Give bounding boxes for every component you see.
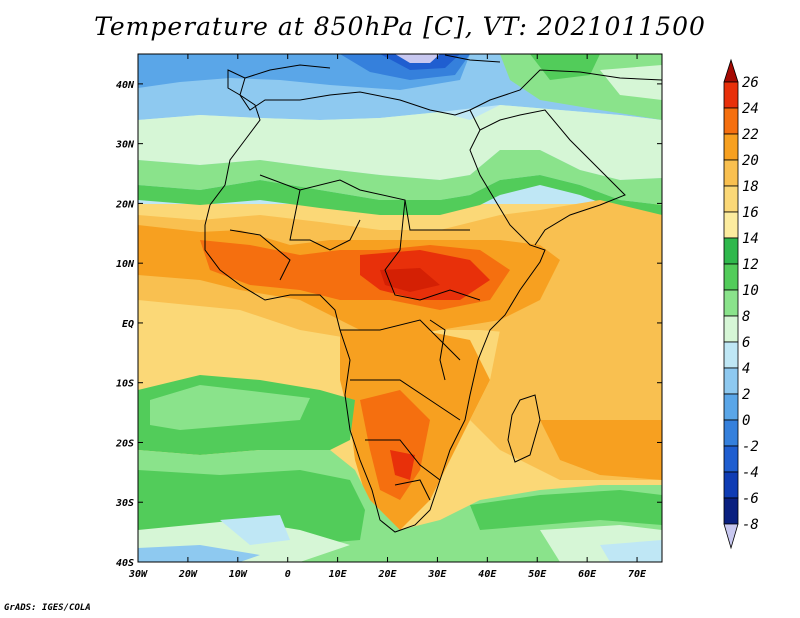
colorbar-label: 20: [742, 153, 759, 169]
lat-tick-label: 20S: [115, 438, 134, 449]
colorbar-bottom-arrow: [723, 523, 739, 550]
colorbar-label: 6: [742, 335, 750, 351]
lon-tick-label: 10E: [329, 569, 348, 580]
lon-tick-label: 20W: [178, 569, 198, 580]
lat-tick-label: EQ: [122, 319, 134, 330]
colorbar-segment: [723, 497, 739, 525]
colorbar-segment: [723, 419, 739, 447]
colorbar-label: -8: [742, 517, 759, 533]
colorbar-segment: [723, 159, 739, 187]
colorbar-segment: [723, 445, 739, 473]
lon-tick-label: 20E: [377, 569, 397, 580]
colorbar-label: 24: [742, 101, 759, 117]
colorbar-label: -2: [742, 439, 759, 455]
colorbar-label: 18: [742, 179, 759, 195]
lon-tick-label: 30E: [427, 569, 447, 580]
colorbar-label: 0: [742, 413, 750, 429]
colorbar-segment: [723, 341, 739, 369]
colorbar-label: 10: [742, 283, 759, 299]
map-frame: [137, 53, 663, 563]
colorbar-label: 12: [742, 257, 759, 273]
colorbar-label: -4: [742, 465, 759, 481]
lon-tick-label: 50E: [528, 569, 547, 580]
colorbar-label: -6: [742, 491, 759, 507]
colorbar-label: 26: [742, 75, 759, 91]
colorbar-segment: [723, 237, 739, 265]
lon-tick-label: 60E: [578, 569, 597, 580]
lon-tick-label: 10W: [229, 569, 248, 580]
lon-tick-label: 30W: [128, 569, 148, 580]
colorbar-segment: [723, 133, 739, 161]
lat-tick-label: 20N: [115, 199, 135, 210]
lon-tick-label: 0: [285, 569, 291, 580]
lat-tick-label: 10S: [116, 379, 134, 390]
lat-tick-label: 30S: [115, 498, 134, 509]
lon-tick-label: 70E: [628, 569, 647, 580]
map-title: Temperature at 850hPa [C], VT: 202101150…: [94, 12, 706, 41]
temperature-field: [138, 54, 662, 562]
colorbar-segment: [723, 367, 739, 395]
longitude-axis: 30W 20W 10W 0 10E 20E 30E 40E 50E 60E 70E: [128, 54, 647, 580]
colorbar-segment: [723, 185, 739, 213]
colorbar-label: 22: [742, 127, 759, 143]
lat-tick-label: 40S: [116, 558, 134, 569]
colorbar-label: 8: [742, 309, 750, 325]
colorbar-top-arrow: [723, 58, 739, 83]
colorbar-segment: [723, 211, 739, 239]
colorbar-label: 4: [742, 361, 750, 377]
colorbar-segment: [723, 471, 739, 499]
colorbar-label: 14: [742, 231, 759, 247]
colorbar-label: 16: [742, 205, 759, 221]
colorbar-segment: [723, 81, 739, 109]
colorbar-segment: [723, 315, 739, 343]
lat-tick-label: 10N: [116, 259, 135, 270]
lat-tick-label: 40N: [116, 80, 135, 91]
credit-text: GrADS: IGES/COLA: [4, 603, 91, 613]
lon-tick-label: 40E: [478, 569, 497, 580]
colorbar-segment: [723, 393, 739, 421]
lat-tick-label: 30N: [115, 140, 135, 151]
latitude-axis: 40N 30N 20N 10N EQ 10S 20S 30S 40S: [115, 80, 662, 569]
colorbar-segment: [723, 263, 739, 291]
colorbar-segment: [723, 107, 739, 135]
colorbar-label: 2: [742, 387, 750, 403]
colorbar-segment: [723, 289, 739, 317]
